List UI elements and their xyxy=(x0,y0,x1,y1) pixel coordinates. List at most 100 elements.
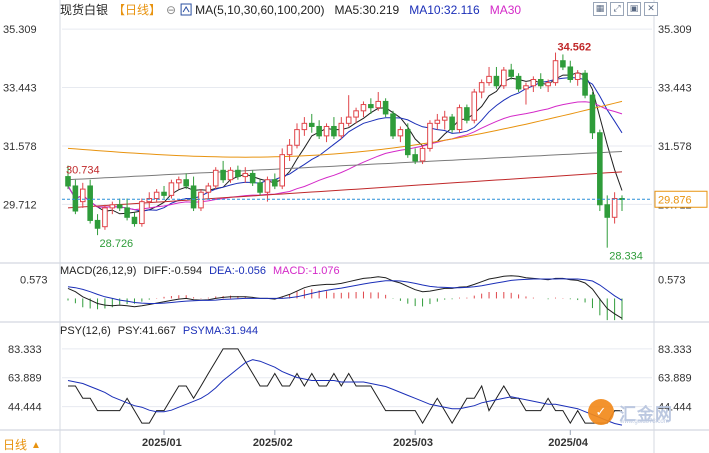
candle-body xyxy=(560,60,566,68)
candle-body xyxy=(116,204,123,209)
indicator-toggle-mark xyxy=(182,6,190,13)
macd-axis-label-right: 0.573 xyxy=(658,274,686,286)
candle-body xyxy=(427,122,433,149)
candle-body xyxy=(574,72,581,80)
high-price-label: 34.562 xyxy=(558,42,592,54)
candle-body xyxy=(604,204,611,218)
candle-body xyxy=(286,144,293,156)
macd-dea-line xyxy=(67,278,623,304)
price-axis-label-left: 35.309 xyxy=(3,24,37,36)
psy-axis-label-left: 44.444 xyxy=(8,402,42,414)
ma10-line xyxy=(67,77,623,212)
ma200-line xyxy=(67,171,623,209)
psyma-line xyxy=(67,359,623,426)
candle-body xyxy=(456,107,463,131)
ma30-label: MA30 xyxy=(490,3,522,17)
candle-body xyxy=(582,72,588,96)
candle-body xyxy=(345,116,352,124)
psy-axis-label-right: 63.889 xyxy=(658,373,692,385)
candle-body xyxy=(375,100,382,109)
period-selector-arrow: ▲ xyxy=(31,440,41,451)
candle-body xyxy=(257,182,263,193)
candle-body xyxy=(220,169,226,181)
candle-body xyxy=(368,104,374,109)
candle-body xyxy=(597,132,603,206)
price-axis-label-left: 31.578 xyxy=(3,141,37,153)
candle-body xyxy=(124,207,130,218)
candle-body xyxy=(227,169,234,181)
candle-body xyxy=(323,125,330,137)
candle-body xyxy=(272,179,278,187)
candle-body xyxy=(545,82,551,87)
price-axis-label-left: 33.443 xyxy=(3,83,37,95)
candle-body xyxy=(87,185,93,221)
candle-body xyxy=(153,191,160,200)
candle-body xyxy=(146,198,153,203)
candle-body xyxy=(397,129,404,137)
macd-diff-line xyxy=(67,275,623,319)
toolbar: ▦ ⤢ ▣ ✕ xyxy=(593,2,658,16)
candle-body xyxy=(161,191,167,196)
candle-body xyxy=(72,185,79,212)
x-axis-label: 2025/03 xyxy=(393,437,433,449)
candle-body xyxy=(131,216,138,225)
watermark-logo: ✓ 汇金网 www.gold678.com xyxy=(588,394,706,430)
candle-body xyxy=(493,75,500,87)
x-axis-label: 2025/04 xyxy=(548,437,589,449)
grid-icon[interactable]: ▦ xyxy=(593,2,607,16)
candle-body xyxy=(449,116,455,131)
candle-body xyxy=(279,154,286,187)
psy-title: PSY(12,6) xyxy=(60,325,111,337)
candle-body xyxy=(109,204,116,209)
candle-body xyxy=(434,119,441,124)
candle-body xyxy=(94,219,101,229)
last-price-tag: 29.876 xyxy=(658,194,692,206)
candle-body xyxy=(190,185,197,209)
candle-body xyxy=(264,179,271,193)
candle-body xyxy=(79,188,86,203)
macd-axis-label-left: 0.573 xyxy=(20,274,48,286)
candle-body xyxy=(308,122,315,127)
price-axis-label-left: 29.712 xyxy=(3,199,37,211)
watermark-url: www.gold678.com xyxy=(620,419,669,425)
macd-diff-label: DIFF:-0.594 xyxy=(143,265,202,277)
ma60-line xyxy=(67,100,623,158)
ma5-label: MA5:30.219 xyxy=(335,3,400,17)
candle-body xyxy=(360,104,367,112)
candle-body xyxy=(611,198,618,218)
period-selector: 日线 xyxy=(3,438,27,452)
candle-body xyxy=(441,116,448,121)
candle-body xyxy=(301,122,308,131)
candle-body xyxy=(523,85,529,90)
candle-body xyxy=(198,191,204,209)
candle-body xyxy=(168,182,175,196)
start-price-label: 30.734 xyxy=(66,165,100,177)
candle-body xyxy=(294,129,300,146)
price-axis-label-right: 31.578 xyxy=(658,141,692,153)
watermark-name: 汇金网 xyxy=(619,404,673,424)
candle-body xyxy=(183,179,189,187)
candle-body xyxy=(338,122,345,137)
candle-body xyxy=(464,107,470,121)
macd-dea-label: DEA:-0.056 xyxy=(209,265,266,277)
candle-body xyxy=(235,169,241,178)
candle-body xyxy=(567,66,574,81)
psy-axis-label-left: 83.333 xyxy=(8,344,42,356)
x-axis-label: 2025/02 xyxy=(253,437,293,449)
candle-body xyxy=(102,207,108,228)
candle-body xyxy=(316,125,322,137)
psy-axis-label-left: 63.889 xyxy=(8,373,42,385)
restore-icon[interactable]: ▣ xyxy=(627,2,641,16)
candle-body xyxy=(501,69,507,87)
candle-body xyxy=(382,100,389,115)
ma5-line xyxy=(67,72,623,215)
candle-body xyxy=(412,154,418,162)
expand-icon[interactable]: ⤢ xyxy=(610,2,624,16)
close-icon[interactable]: ✕ xyxy=(644,2,658,16)
last-price-tag-box xyxy=(654,190,708,208)
candle-body xyxy=(471,91,478,121)
candle-body xyxy=(404,129,411,156)
psy-axis-label-right: 44.444 xyxy=(658,402,692,414)
candle-body xyxy=(508,69,514,77)
